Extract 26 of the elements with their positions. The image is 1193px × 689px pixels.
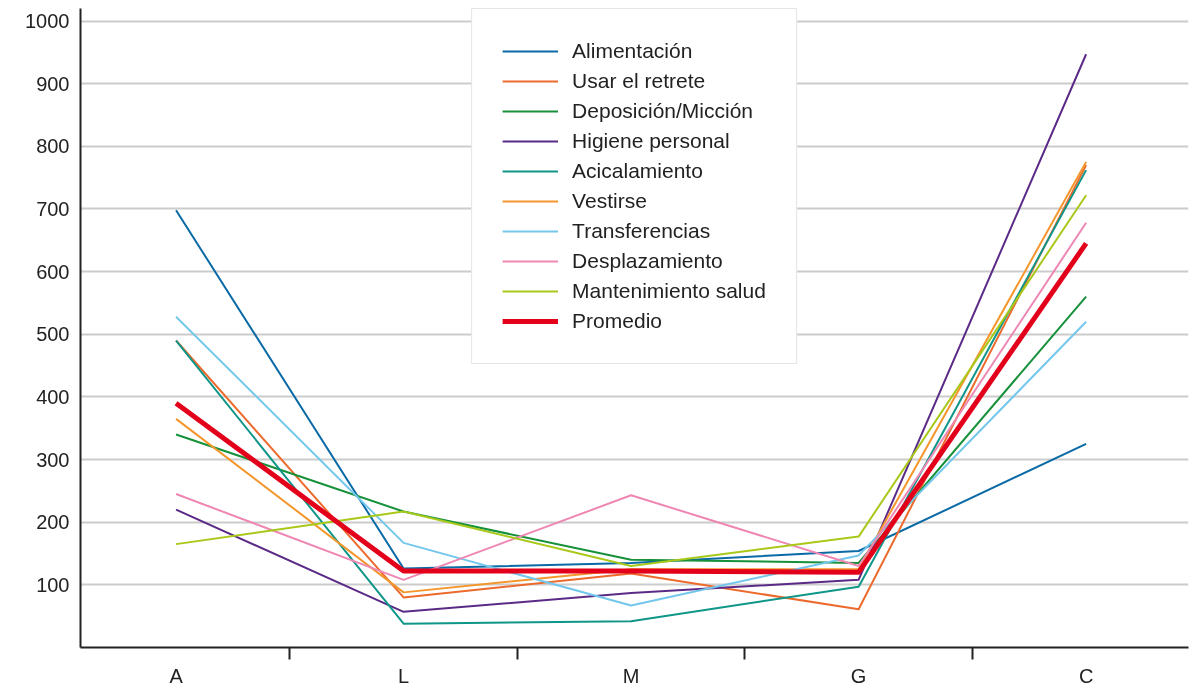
legend-label: Alimentación	[572, 39, 693, 63]
y-tick-label: 500	[36, 323, 70, 346]
y-tick-label: 100	[36, 573, 70, 596]
y-tick-label: 600	[36, 260, 70, 283]
y-tick-label: 300	[36, 448, 70, 471]
y-tick-label: 400	[36, 385, 70, 408]
legend-label: Transferencias	[572, 219, 711, 243]
y-tick-label: 200	[36, 511, 70, 534]
legend-label: Deposición/Micción	[572, 99, 754, 123]
line-series	[175, 315, 1088, 607]
y-tick-label: 1000	[25, 10, 70, 33]
legend-label: Usar el retrete	[572, 69, 706, 93]
y-tick-label: 700	[36, 197, 70, 220]
legend-label: Mantenimiento salud	[572, 279, 766, 303]
legend-label: Higiene personal	[572, 129, 730, 153]
x-tick-label: C	[1078, 664, 1094, 687]
legend-label: Vestirse	[572, 189, 647, 213]
y-tick-label: 900	[36, 72, 70, 95]
legend-label: Acicalamiento	[572, 159, 703, 183]
x-tick-label: L	[398, 664, 410, 687]
legend-label: Promedio	[572, 309, 662, 333]
x-tick-label: G	[850, 664, 867, 687]
x-tick-label: M	[622, 664, 640, 687]
legend-label: Desplazamiento	[572, 249, 723, 273]
y-tick-label: 800	[36, 135, 70, 158]
x-tick-label: A	[169, 664, 184, 687]
